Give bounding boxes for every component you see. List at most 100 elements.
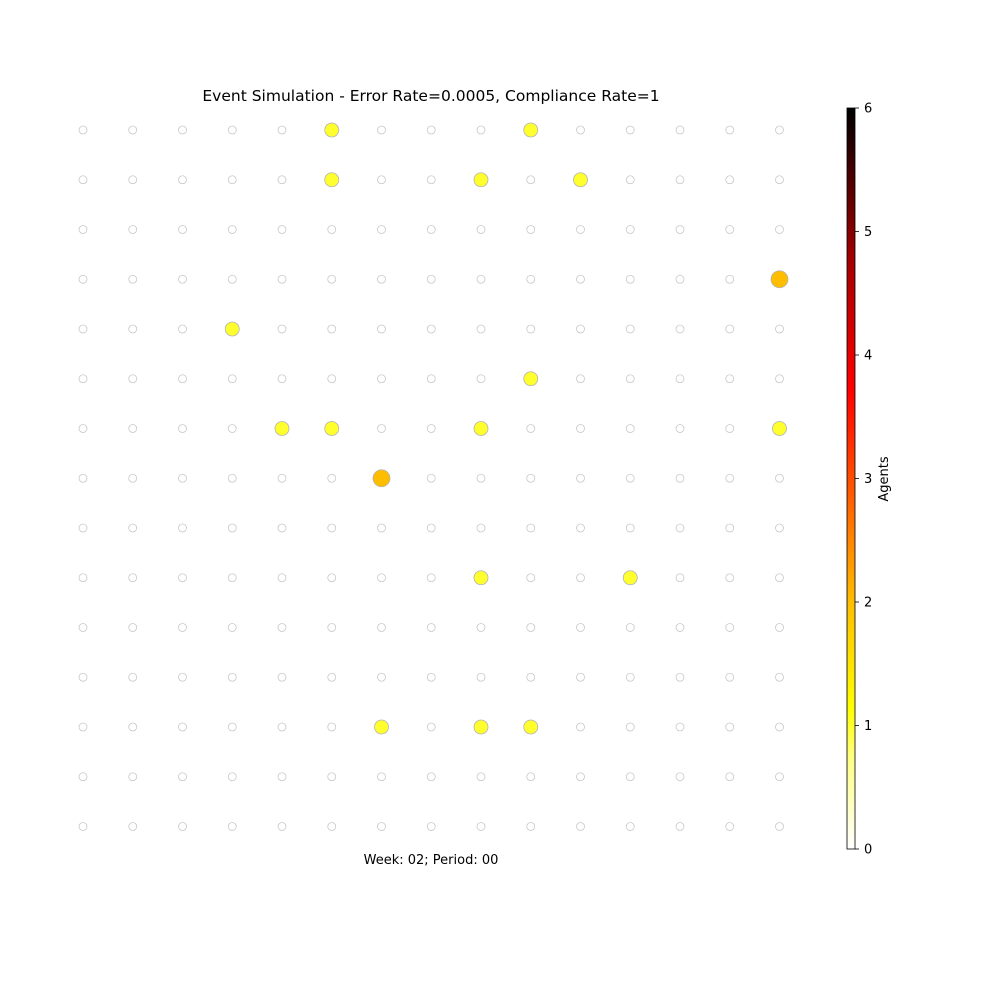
empty-cell-marker [277, 374, 287, 384]
empty-cell-marker [277, 175, 287, 185]
empty-cell-marker [277, 324, 287, 334]
empty-cell-marker [576, 772, 585, 782]
empty-cell-marker [327, 573, 337, 583]
empty-cell-marker [576, 523, 585, 533]
empty-cell-marker [227, 672, 237, 682]
empty-cell-marker [426, 573, 436, 583]
empty-cell-marker [178, 274, 187, 284]
empty-cell-marker [675, 175, 685, 185]
empty-cell-marker [526, 523, 536, 533]
empty-cell-marker [625, 822, 635, 831]
empty-cell-marker [675, 225, 685, 234]
occupied-cell-marker [622, 570, 638, 586]
chart-title: Event Simulation - Error Rate=0.0005, Co… [202, 87, 659, 105]
empty-cell-marker [128, 573, 138, 583]
empty-cell-marker [377, 623, 386, 632]
empty-cell-marker [128, 473, 138, 483]
empty-cell-marker [625, 424, 635, 433]
empty-cell-marker [426, 274, 436, 284]
empty-cell-marker [78, 225, 88, 234]
empty-cell-marker [377, 225, 386, 234]
occupied-cell-marker [473, 570, 489, 586]
empty-cell-marker [775, 772, 784, 782]
empty-cell-marker [576, 573, 585, 583]
empty-cell-marker [775, 672, 784, 682]
empty-cell-marker [426, 225, 436, 234]
occupied-cell-marker [573, 172, 588, 188]
empty-cell-marker [476, 822, 486, 831]
occupied-cell-marker [473, 421, 489, 436]
colorbar: 0 1 2 3 4 5 6 Agents [846, 102, 892, 858]
empty-cell-marker [526, 672, 536, 682]
empty-cell-marker [725, 125, 735, 135]
empty-cell-marker [377, 125, 386, 135]
empty-cell-marker [426, 125, 436, 135]
empty-cell-marker [775, 523, 784, 533]
empty-cell-marker [227, 225, 237, 234]
colorbar-label: Agents [877, 456, 892, 501]
empty-cell-marker [178, 125, 187, 135]
empty-cell-marker [725, 225, 735, 234]
empty-cell-marker [576, 623, 585, 632]
empty-cell-marker [277, 225, 287, 234]
empty-cell-marker [476, 672, 486, 682]
empty-cell-marker [675, 274, 685, 284]
empty-cell-marker [178, 722, 187, 732]
empty-cell-marker [625, 374, 635, 384]
empty-cell-marker [625, 623, 635, 632]
empty-cell-marker [178, 822, 187, 831]
empty-cell-marker [178, 374, 187, 384]
empty-cell-marker [675, 374, 685, 384]
colorbar-tick-label: 6 [864, 102, 872, 117]
empty-cell-marker [277, 623, 287, 632]
empty-cell-marker [775, 473, 784, 483]
empty-cell-marker [725, 822, 735, 831]
empty-cell-marker [725, 175, 735, 185]
empty-cell-marker [128, 274, 138, 284]
empty-cell-marker [327, 772, 337, 782]
empty-cell-marker [775, 324, 784, 334]
empty-cell-marker [327, 473, 337, 483]
empty-cell-marker [327, 225, 337, 234]
empty-cell-marker [227, 125, 237, 135]
colorbar-tick-label: 1 [864, 719, 872, 734]
empty-cell-marker [78, 822, 88, 831]
empty-cell-marker [526, 175, 536, 185]
empty-cell-marker [725, 573, 735, 583]
empty-cell-marker [78, 672, 88, 682]
empty-cell-marker [178, 175, 187, 185]
empty-cell-marker [775, 573, 784, 583]
empty-cell-marker [675, 822, 685, 831]
empty-cell-marker [327, 374, 337, 384]
empty-cell-marker [227, 175, 237, 185]
empty-cell-marker [526, 324, 536, 334]
empty-cell-marker [277, 125, 287, 135]
empty-cell-marker [725, 772, 735, 782]
empty-cell-marker [377, 274, 386, 284]
empty-cell-marker [526, 822, 536, 831]
empty-cell-marker [625, 125, 635, 135]
empty-cell-marker [377, 772, 386, 782]
colorbar-ticks: 0 1 2 3 4 5 6 [855, 102, 872, 858]
colorbar-tick-label: 4 [864, 349, 872, 364]
empty-cell-marker [227, 573, 237, 583]
occupied-cell-marker [473, 172, 489, 188]
empty-cell-marker [675, 722, 685, 732]
empty-cell-marker [725, 623, 735, 632]
empty-cell-marker [128, 772, 138, 782]
empty-cell-marker [227, 623, 237, 632]
empty-cell-marker [426, 623, 436, 632]
empty-cell-marker [426, 822, 436, 831]
occupied-cell-marker [473, 719, 489, 735]
empty-cell-marker [675, 573, 685, 583]
week-period-label: Week: 02; Period: 00 [364, 853, 499, 868]
empty-cell-marker [775, 225, 784, 234]
empty-cell-marker [625, 772, 635, 782]
occupied-cell-marker [772, 421, 787, 436]
empty-cell-marker [625, 473, 635, 483]
occupied-cell-marker [274, 421, 290, 436]
colorbar-tick-label: 3 [864, 472, 872, 487]
occupied-cell-marker [374, 719, 389, 735]
empty-cell-marker [128, 125, 138, 135]
empty-cell-marker [576, 125, 585, 135]
